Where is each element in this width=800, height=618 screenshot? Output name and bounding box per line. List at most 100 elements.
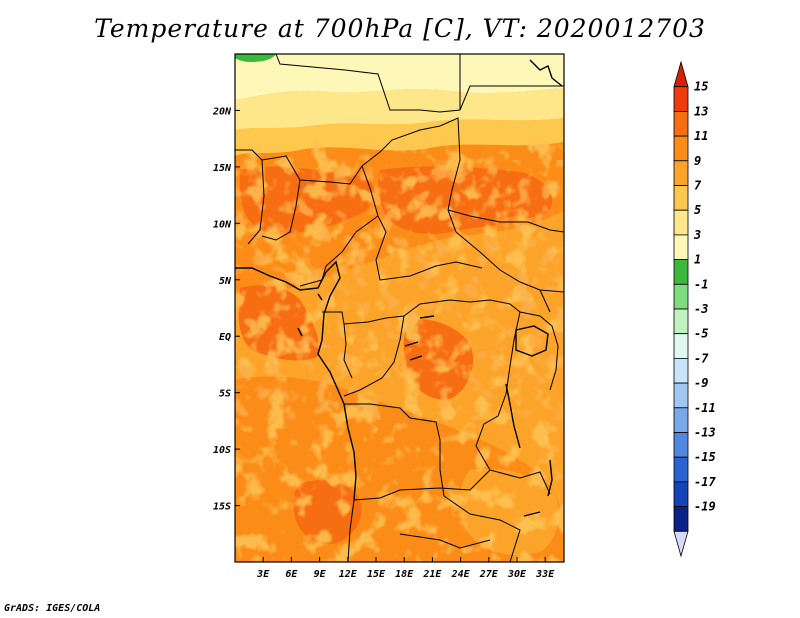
boundary-line bbox=[261, 179, 301, 241]
lon-tick-label: 27E bbox=[479, 569, 499, 580]
longitude-axis: 3E 6E 9E 12E 15E 18E 21E 24E 27E 30E 33E bbox=[256, 557, 555, 580]
colorbar-label: -5 bbox=[694, 327, 708, 341]
river-line bbox=[297, 293, 323, 337]
colorbar-label: 9 bbox=[694, 154, 701, 168]
coastline bbox=[235, 59, 563, 517]
colorbar-swatch-bottom bbox=[673, 530, 689, 558]
boundary-line bbox=[344, 403, 445, 497]
lat-tick-label: EQ bbox=[219, 332, 231, 343]
colorbar-swatch bbox=[673, 382, 689, 409]
boundary-line bbox=[519, 311, 559, 391]
colorbar-swatch bbox=[673, 456, 689, 483]
colorbar-swatch-top bbox=[673, 60, 689, 88]
colorbar-swatch bbox=[673, 111, 689, 137]
coastline-red-sea bbox=[529, 59, 563, 87]
colorbar-label: -3 bbox=[694, 302, 708, 316]
colorbar-label: 1 bbox=[694, 253, 701, 267]
temperature-field bbox=[235, 54, 564, 562]
colorbar-label: 7 bbox=[694, 179, 702, 193]
coastline-west-africa bbox=[235, 260, 357, 501]
boundary-line bbox=[403, 299, 521, 317]
river-line bbox=[523, 511, 541, 517]
lon-tick-label: 15E bbox=[367, 569, 386, 580]
boundary-line bbox=[447, 209, 564, 233]
colorbar-swatch bbox=[673, 185, 689, 211]
colorbar-swatch bbox=[673, 333, 689, 359]
colorbar-label: 5 bbox=[694, 203, 701, 217]
lon-tick-label: 24E bbox=[451, 569, 471, 580]
lon-tick-label: 33E bbox=[535, 569, 555, 580]
colorbar-swatch bbox=[673, 432, 689, 458]
lon-tick-label: 21E bbox=[422, 569, 442, 580]
boundary-line bbox=[247, 159, 265, 245]
lat-tick-label: 5S bbox=[219, 389, 231, 400]
colorbar-swatch bbox=[673, 506, 689, 532]
colorbar-label: 13 bbox=[694, 104, 708, 118]
boundary-line bbox=[235, 149, 363, 185]
boundary-line bbox=[347, 499, 355, 562]
colorbar-swatch bbox=[673, 160, 689, 186]
colorbar-label: -1 bbox=[694, 277, 708, 291]
lat-tick-label: 20N bbox=[212, 106, 232, 117]
colorbar-swatch bbox=[673, 407, 689, 433]
lat-tick-label: 10S bbox=[213, 445, 231, 456]
colorbar-label: -7 bbox=[694, 351, 709, 365]
field-7c-north bbox=[235, 88, 564, 130]
colorbar-swatch bbox=[673, 209, 689, 236]
chart-title: Temperature at 700hPa [C], VT: 202001270… bbox=[94, 14, 706, 43]
field-noise-13c bbox=[235, 160, 564, 420]
country-boundaries bbox=[235, 54, 564, 562]
boundary-line bbox=[343, 323, 353, 379]
colorbar-label: -17 bbox=[694, 475, 716, 489]
boundary-line bbox=[299, 215, 379, 287]
colorbar: 15 13 11 9 7 5 3 1 -1 -3 -5 -7 -9 -11 -13 -15 -17 -19 bbox=[673, 60, 716, 558]
colorbar-swatch bbox=[673, 308, 689, 335]
lon-tick-label: 3E bbox=[256, 569, 270, 580]
colorbar-label: -13 bbox=[694, 426, 716, 440]
colorbar-label: 15 bbox=[694, 80, 708, 94]
latitude-axis: 20N 15N 10N 5N EQ 5S 10S 15S bbox=[212, 106, 240, 513]
lon-tick-label: 30E bbox=[507, 569, 527, 580]
boundary-line bbox=[353, 469, 491, 501]
colorbar-label: 11 bbox=[694, 129, 708, 143]
boundary-line bbox=[322, 311, 405, 325]
lat-tick-label: 10N bbox=[213, 219, 232, 230]
lon-tick-label: 9E bbox=[314, 569, 327, 580]
colorbar-swatch bbox=[673, 283, 689, 310]
coastline-lake-malawi bbox=[547, 459, 553, 497]
colorbar-swatch bbox=[673, 357, 689, 384]
boundary-line bbox=[539, 289, 551, 313]
colorbar-label: -15 bbox=[694, 450, 716, 464]
field-5c-north bbox=[235, 54, 564, 100]
river-line bbox=[404, 315, 435, 361]
coastline-lake-victoria bbox=[515, 325, 549, 357]
footer-credit: GrADS: IGES/COLA bbox=[4, 603, 101, 614]
colorbar-swatch bbox=[673, 234, 689, 260]
field-3c-patch bbox=[235, 54, 276, 62]
lon-tick-label: 12E bbox=[339, 569, 358, 580]
colorbar-label: -9 bbox=[694, 376, 708, 390]
colorbar-swatch bbox=[673, 135, 689, 162]
boundary-line bbox=[343, 315, 405, 397]
lon-tick-label: 6E bbox=[285, 569, 298, 580]
colorbar-label: -11 bbox=[694, 401, 716, 415]
lat-tick-label: 15S bbox=[213, 502, 231, 513]
coastline-lake-tanganyika bbox=[505, 383, 521, 449]
lat-tick-label: 15N bbox=[213, 163, 232, 174]
boundary-line bbox=[275, 54, 461, 113]
boundary-line bbox=[399, 533, 491, 549]
colorbar-swatch bbox=[673, 86, 689, 112]
colorbar-swatch bbox=[673, 259, 689, 285]
lon-tick-label: 18E bbox=[395, 569, 414, 580]
boundary-line bbox=[475, 311, 551, 495]
boundary-line bbox=[361, 117, 461, 211]
map-frame bbox=[234, 53, 565, 563]
boundary-line bbox=[459, 85, 564, 111]
boundary-line bbox=[361, 165, 483, 281]
boundary-line bbox=[443, 495, 521, 562]
colorbar-swatch bbox=[673, 481, 689, 507]
colorbar-label: -19 bbox=[694, 500, 716, 514]
colorbar-label: 3 bbox=[693, 228, 701, 242]
lat-tick-label: 5N bbox=[219, 276, 232, 287]
